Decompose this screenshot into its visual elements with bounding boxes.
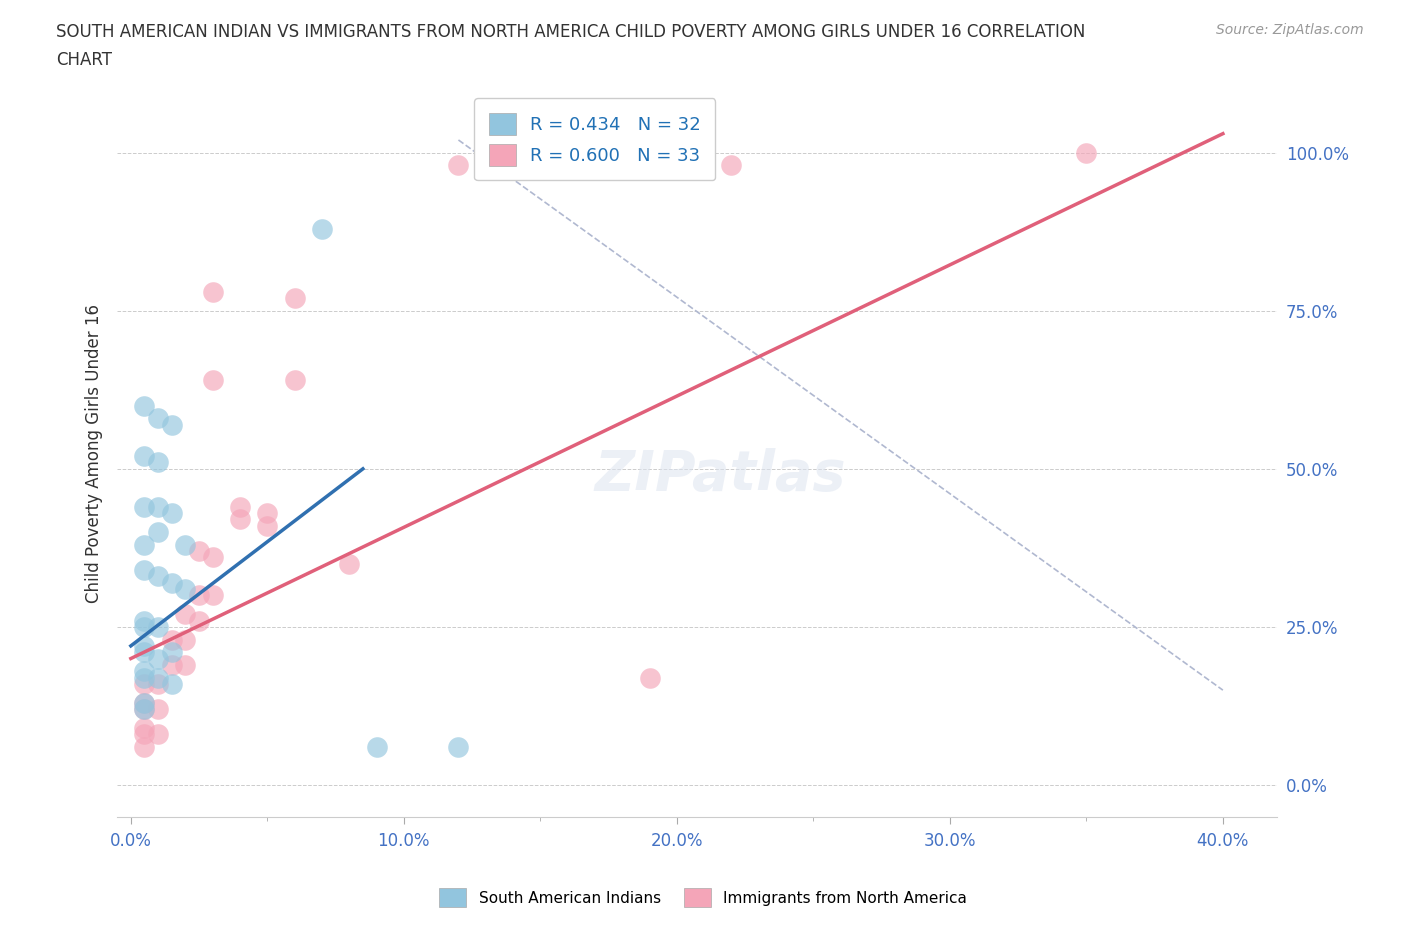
Legend: South American Indians, Immigrants from North America: South American Indians, Immigrants from …: [433, 883, 973, 913]
Point: [134, 739, 156, 754]
Point: [188, 613, 211, 628]
Point: [146, 676, 169, 691]
Point: [337, 556, 360, 571]
Point: [134, 644, 156, 659]
Point: [201, 550, 224, 565]
Point: [134, 499, 156, 514]
Point: [311, 221, 333, 236]
Point: [284, 291, 307, 306]
Point: [146, 670, 169, 684]
Point: [146, 455, 169, 470]
Point: [146, 525, 169, 539]
Point: [502, 145, 524, 160]
Point: [134, 538, 156, 552]
Point: [201, 588, 224, 603]
Point: [134, 727, 156, 742]
Point: [134, 701, 156, 716]
Point: [160, 576, 183, 591]
Point: [134, 696, 156, 711]
Point: [174, 606, 197, 621]
Point: [134, 619, 156, 634]
Point: [160, 676, 183, 691]
Point: [146, 727, 169, 742]
Point: [160, 644, 183, 659]
Point: [146, 701, 169, 716]
Point: [366, 739, 388, 754]
Point: [134, 670, 156, 684]
Point: [134, 638, 156, 653]
Point: [160, 658, 183, 672]
Point: [1076, 145, 1098, 160]
Point: [134, 613, 156, 628]
Point: [134, 449, 156, 464]
Point: [134, 696, 156, 711]
Point: [174, 581, 197, 596]
Text: SOUTH AMERICAN INDIAN VS IMMIGRANTS FROM NORTH AMERICA CHILD POVERTY AMONG GIRLS: SOUTH AMERICAN INDIAN VS IMMIGRANTS FROM…: [56, 23, 1085, 41]
Point: [134, 676, 156, 691]
Point: [134, 701, 156, 716]
Point: [174, 658, 197, 672]
Point: [174, 632, 197, 647]
Point: [201, 373, 224, 388]
Point: [134, 664, 156, 679]
Point: [229, 499, 252, 514]
Point: [146, 499, 169, 514]
Point: [134, 721, 156, 736]
Text: ZIPatlas: ZIPatlas: [595, 448, 846, 502]
Point: [256, 518, 278, 533]
Text: CHART: CHART: [56, 51, 112, 69]
Point: [693, 158, 716, 173]
Point: [146, 619, 169, 634]
Text: Source: ZipAtlas.com: Source: ZipAtlas.com: [1216, 23, 1364, 37]
Point: [160, 632, 183, 647]
Point: [134, 563, 156, 578]
Point: [720, 158, 742, 173]
Point: [256, 506, 278, 521]
Point: [146, 411, 169, 426]
Point: [146, 651, 169, 666]
Y-axis label: Child Poverty Among Girls Under 16: Child Poverty Among Girls Under 16: [86, 303, 103, 603]
Point: [447, 158, 470, 173]
Point: [134, 398, 156, 413]
Point: [146, 569, 169, 584]
Point: [638, 670, 661, 684]
Point: [174, 538, 197, 552]
Legend: R = 0.434   N = 32, R = 0.600   N = 33: R = 0.434 N = 32, R = 0.600 N = 33: [474, 99, 716, 180]
Point: [188, 588, 211, 603]
Point: [188, 544, 211, 559]
Point: [160, 418, 183, 432]
Point: [229, 512, 252, 527]
Point: [160, 506, 183, 521]
Point: [284, 373, 307, 388]
Point: [447, 739, 470, 754]
Point: [201, 285, 224, 299]
